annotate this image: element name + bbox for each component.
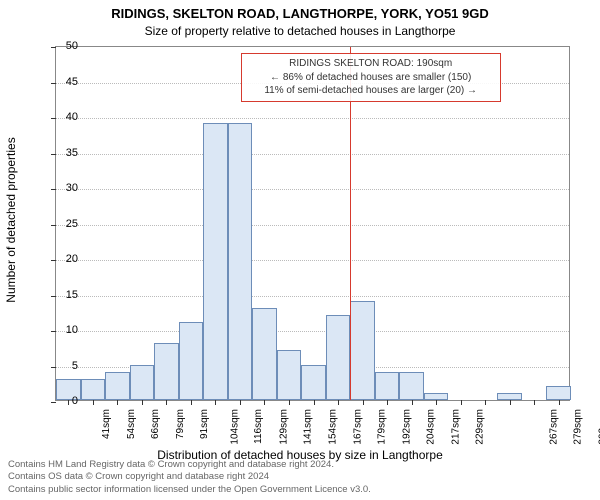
xtick-mark xyxy=(485,400,486,405)
xtick-mark xyxy=(289,400,290,405)
xtick-mark xyxy=(240,400,241,405)
bar xyxy=(154,343,179,400)
bar xyxy=(228,123,253,400)
xtick-mark xyxy=(215,400,216,405)
xtick-mark xyxy=(264,400,265,405)
xtick-label: 141sqm xyxy=(303,409,314,445)
xtick-label: 66sqm xyxy=(150,409,161,439)
y-axis-label: Number of detached properties xyxy=(4,137,18,302)
xtick-mark xyxy=(436,400,437,405)
bar xyxy=(179,322,204,400)
xtick-label: 41sqm xyxy=(101,409,112,439)
gridline xyxy=(56,225,569,226)
bar xyxy=(81,379,106,400)
xtick-mark xyxy=(510,400,511,405)
chart-container: RIDINGS, SKELTON ROAD, LANGTHORPE, YORK,… xyxy=(0,0,600,500)
xtick-mark xyxy=(338,400,339,405)
bar xyxy=(105,372,130,400)
bar xyxy=(130,365,155,401)
ytick-label: 45 xyxy=(48,76,78,88)
bar xyxy=(546,386,571,400)
xtick-label: 167sqm xyxy=(352,409,363,445)
xtick-label: 192sqm xyxy=(401,409,412,445)
annotation-line: 11% of semi-detached houses are larger (… xyxy=(248,84,494,98)
footer-line: Contains public sector information licen… xyxy=(8,484,371,496)
footer-line: Contains OS data © Crown copyright and d… xyxy=(8,471,371,483)
chart-subtitle: Size of property relative to detached ho… xyxy=(0,24,600,38)
bar xyxy=(497,393,522,400)
bar xyxy=(203,123,228,400)
ytick-label: 20 xyxy=(48,253,78,265)
xtick-mark xyxy=(191,400,192,405)
xtick-label: 267sqm xyxy=(548,409,559,445)
xtick-label: 204sqm xyxy=(426,409,437,445)
xtick-label: 179sqm xyxy=(377,409,388,445)
xtick-label: 104sqm xyxy=(229,409,240,445)
xtick-label: 229sqm xyxy=(475,409,486,445)
ytick-label: 50 xyxy=(48,40,78,52)
bar xyxy=(252,308,277,400)
bar xyxy=(326,315,351,400)
ytick-label: 35 xyxy=(48,147,78,159)
ytick-label: 10 xyxy=(48,324,78,336)
xtick-mark xyxy=(363,400,364,405)
annotation-line: RIDINGS SKELTON ROAD: 190sqm xyxy=(248,57,494,71)
xtick-label: 91sqm xyxy=(199,409,210,439)
xtick-label: 217sqm xyxy=(450,409,461,445)
chart-title: RIDINGS, SKELTON ROAD, LANGTHORPE, YORK,… xyxy=(0,6,600,21)
xtick-label: 279sqm xyxy=(573,409,584,445)
footer-attribution: Contains HM Land Registry data © Crown c… xyxy=(8,459,371,496)
gridline xyxy=(56,296,569,297)
ytick-label: 5 xyxy=(48,360,78,372)
xtick-label: 154sqm xyxy=(328,409,339,445)
xtick-label: 79sqm xyxy=(175,409,186,439)
ytick-label: 25 xyxy=(48,218,78,230)
gridline xyxy=(56,260,569,261)
xtick-mark xyxy=(117,400,118,405)
xtick-mark xyxy=(142,400,143,405)
xtick-mark xyxy=(461,400,462,405)
annotation-box: RIDINGS SKELTON ROAD: 190sqm← 86% of det… xyxy=(241,53,501,102)
bar xyxy=(375,372,400,400)
bar xyxy=(399,372,424,400)
xtick-label: 54sqm xyxy=(126,409,137,439)
xtick-label: 116sqm xyxy=(253,409,264,444)
ytick-label: 15 xyxy=(48,289,78,301)
xtick-mark xyxy=(412,400,413,405)
gridline xyxy=(56,118,569,119)
ytick-label: 0 xyxy=(48,395,78,407)
xtick-label: 129sqm xyxy=(279,409,290,445)
bar xyxy=(350,301,375,400)
gridline xyxy=(56,331,569,332)
footer-line: Contains HM Land Registry data © Crown c… xyxy=(8,459,371,471)
plot-area: RIDINGS SKELTON ROAD: 190sqm← 86% of det… xyxy=(55,46,570,401)
xtick-mark xyxy=(166,400,167,405)
xtick-mark xyxy=(387,400,388,405)
bar xyxy=(277,350,302,400)
xtick-mark xyxy=(534,400,535,405)
gridline xyxy=(56,189,569,190)
xtick-mark xyxy=(93,400,94,405)
ytick-label: 40 xyxy=(48,111,78,123)
gridline xyxy=(56,154,569,155)
xtick-mark xyxy=(559,400,560,405)
xtick-mark xyxy=(314,400,315,405)
bar xyxy=(424,393,449,400)
bar xyxy=(301,365,326,401)
ytick-label: 30 xyxy=(48,182,78,194)
annotation-line: ← 86% of detached houses are smaller (15… xyxy=(248,71,494,85)
